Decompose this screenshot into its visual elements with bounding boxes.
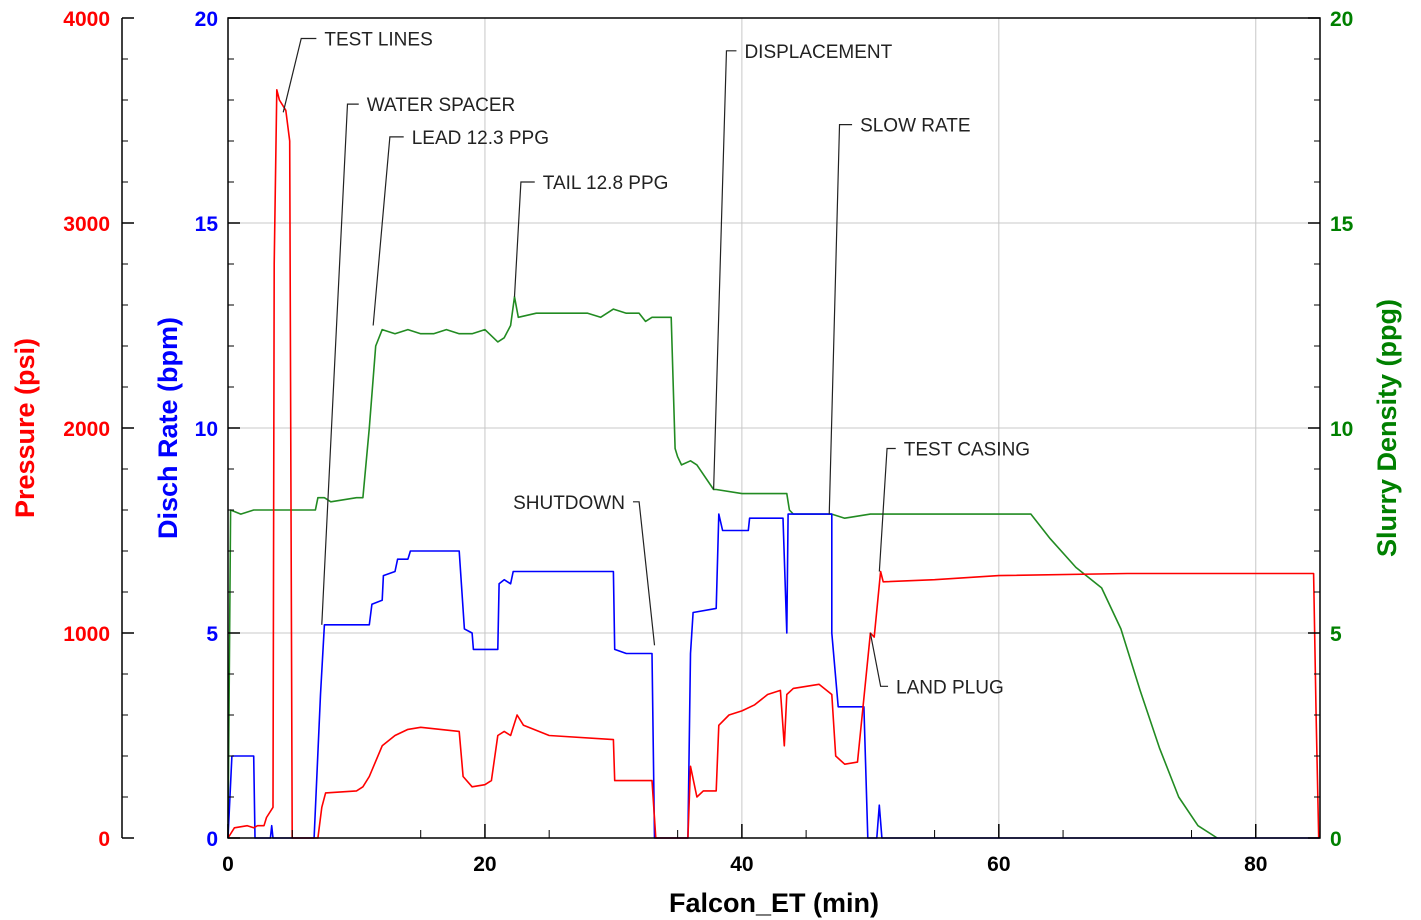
grid-lines [228, 18, 1320, 838]
x-axis-title: Falcon_ET (min) [669, 888, 879, 918]
rate-tick-label: 15 [195, 213, 219, 236]
rate-tick-label: 0 [206, 828, 218, 851]
annotation-label: SLOW RATE [860, 116, 971, 137]
x-tick-label: 20 [473, 853, 496, 876]
annotation-leader [878, 447, 896, 572]
x-tick-label: 80 [1244, 853, 1267, 876]
annotation-label: TEST LINES [324, 30, 432, 51]
annotation-leader [372, 136, 404, 326]
rate-tick-label: 10 [195, 418, 218, 441]
density-series-line [227, 295, 1218, 839]
annotation-leader [513, 181, 535, 297]
density-axis-title: Slurry Density (ppg) [1372, 299, 1402, 557]
rate-series-line [227, 513, 1319, 839]
rate-axis-title: Disch Rate (bpm) [153, 317, 183, 539]
density-tick-label: 15 [1330, 213, 1354, 236]
pressure-axis-title: Pressure (psi) [10, 338, 40, 518]
x-tick-label: 40 [730, 853, 753, 876]
annotations: TEST LINES WATER SPACER LEAD 12.3 PPG TAIL … [282, 30, 1030, 698]
annotation-label: LAND PLUG [896, 677, 1004, 698]
pressure-tick-label: 1000 [63, 623, 110, 646]
pressure-tick-label: 0 [98, 828, 110, 851]
annotation-leader [869, 632, 889, 687]
density-tick-label: 0 [1330, 828, 1342, 851]
pressure-series-line [227, 89, 1320, 839]
annotation-label: LEAD 12.3 PPG [412, 128, 549, 149]
annotation-leader [282, 37, 317, 113]
annotation-label: TEST CASING [904, 440, 1030, 461]
pressure-tick-label: 3000 [63, 213, 110, 236]
rate-tick-label: 20 [195, 8, 218, 31]
pressure-tick-label: 4000 [63, 8, 110, 31]
annotation-leader [713, 50, 737, 490]
annotation-label: SHUTDOWN [513, 493, 625, 514]
rate-tick-label: 5 [206, 623, 218, 646]
x-tick-label: 0 [222, 853, 234, 876]
annotation-label: DISPLACEMENT [744, 42, 892, 63]
annotation-leader [828, 123, 853, 515]
annotation-label: WATER SPACER [367, 95, 516, 116]
annotation-leader [632, 501, 656, 646]
axes: 0 20 40 60 80 0 1000 2000 3000 4000 0 5 10 15 20 0 5 10 15… [63, 8, 1353, 876]
series-lines [227, 89, 1320, 839]
density-tick-label: 10 [1330, 418, 1353, 441]
annotation-leader [321, 103, 359, 625]
density-tick-label: 20 [1330, 8, 1353, 31]
density-tick-label: 5 [1330, 623, 1342, 646]
annotation-label: TAIL 12.8 PPG [543, 173, 669, 194]
pressure-tick-label: 2000 [63, 418, 110, 441]
x-tick-label: 60 [987, 853, 1010, 876]
